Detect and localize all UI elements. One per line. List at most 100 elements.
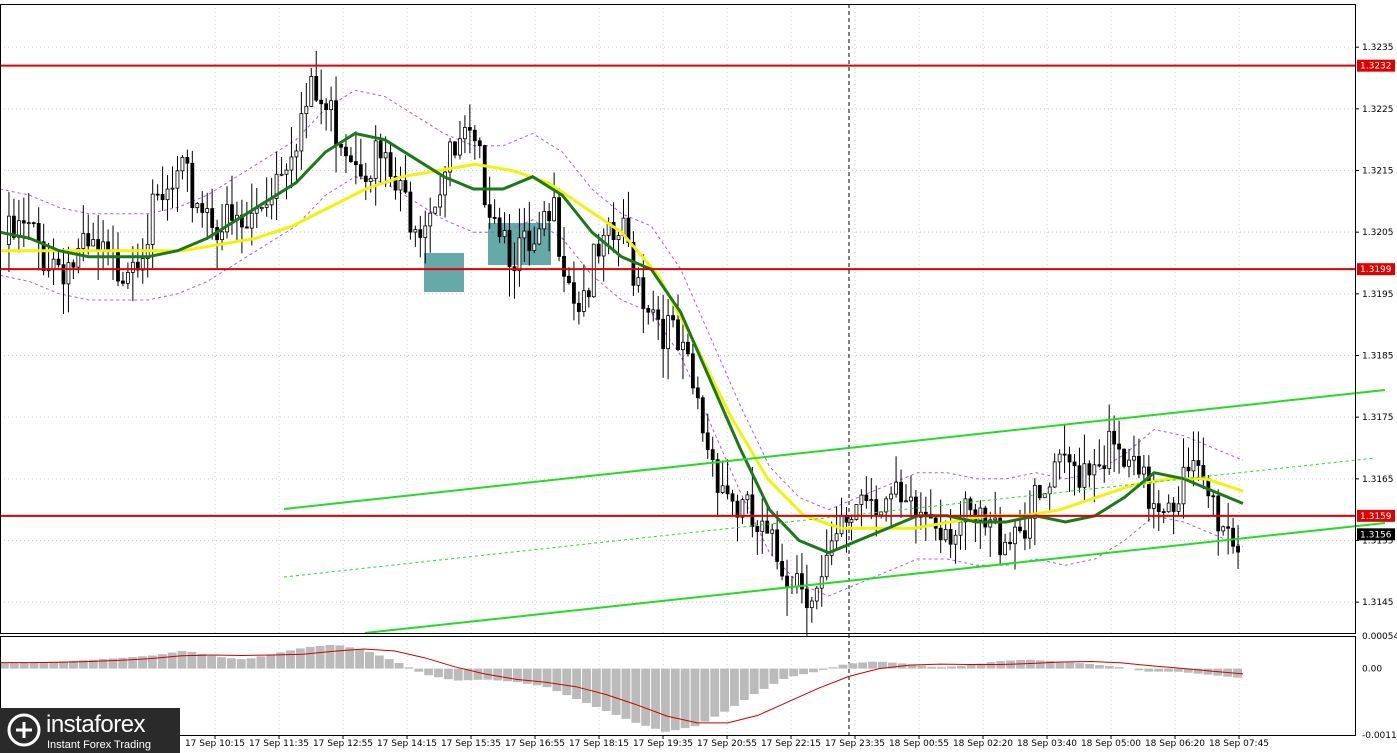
histogram-bar xyxy=(1065,662,1075,669)
histogram-bar xyxy=(78,660,88,669)
candle-body xyxy=(671,315,675,321)
candle-body xyxy=(165,188,170,201)
histogram-bar xyxy=(473,668,483,680)
histogram-bar xyxy=(404,667,414,669)
x-tick-label: 18 Sep 06:20 xyxy=(1145,739,1205,749)
histogram-bar xyxy=(611,668,621,715)
candle-body xyxy=(1042,493,1047,499)
candle-body xyxy=(259,206,264,210)
histogram-bar xyxy=(1134,668,1144,671)
histogram-bar xyxy=(1193,668,1203,674)
x-tick-label: 17 Sep 18:15 xyxy=(569,739,629,749)
histogram-bar xyxy=(631,668,641,723)
histogram-bar xyxy=(207,655,217,669)
candle-body xyxy=(958,521,963,536)
candle-body xyxy=(700,397,705,434)
candle-body xyxy=(418,229,423,238)
candle-body xyxy=(894,481,898,495)
candle-body xyxy=(428,212,433,227)
candle-body xyxy=(423,225,428,238)
candle-body xyxy=(909,496,913,502)
candle-body xyxy=(1176,503,1181,512)
level-price-label: 1.3159 xyxy=(1360,512,1392,522)
candle-body xyxy=(775,529,780,562)
candle-body xyxy=(938,527,943,541)
histogram-bar xyxy=(789,668,799,677)
candle-body xyxy=(611,222,616,241)
candle-body xyxy=(373,140,378,179)
histogram-bar xyxy=(256,656,266,669)
candle-body xyxy=(666,315,671,350)
histogram-bar xyxy=(730,668,739,706)
candle-body xyxy=(522,230,527,239)
candle-body xyxy=(1196,460,1201,466)
candle-body xyxy=(279,173,284,176)
candle-body xyxy=(339,143,343,148)
y-tick-label: 1.3205 xyxy=(1362,228,1394,238)
candle-body xyxy=(403,180,408,193)
histogram-bar xyxy=(217,657,226,669)
histogram-bar xyxy=(759,668,769,689)
candle-body xyxy=(353,161,358,166)
candle-body xyxy=(467,127,472,131)
candle-body xyxy=(126,271,130,284)
histogram-bar xyxy=(88,659,98,669)
candle-body xyxy=(1097,464,1102,467)
candle-body xyxy=(433,206,438,214)
histogram-bar xyxy=(769,668,779,684)
histogram-bar xyxy=(463,668,473,681)
histogram-bar xyxy=(69,660,78,669)
candle-body xyxy=(12,215,16,238)
candle-body xyxy=(765,520,770,534)
candle-body xyxy=(814,587,819,602)
candle-body xyxy=(715,459,720,493)
y-tick-label: 1.3235 xyxy=(1362,43,1394,53)
histogram-bar xyxy=(966,664,976,669)
histogram-bar xyxy=(887,662,897,669)
histogram-bar xyxy=(907,664,917,669)
histogram-bar xyxy=(947,666,956,669)
price-tags: 1.3232 1.3199 1.3159 1.3156 xyxy=(1357,59,1395,541)
candlesticks xyxy=(7,50,1240,636)
candle-body xyxy=(889,493,894,500)
candle-body xyxy=(1161,511,1166,513)
histogram-bar xyxy=(739,668,749,700)
histogram-bar xyxy=(877,661,887,669)
candle-body xyxy=(690,353,695,389)
candle-body xyxy=(329,100,333,111)
level-price-label: 1.3199 xyxy=(1360,265,1392,275)
histogram-bar xyxy=(138,656,147,669)
candle-body xyxy=(601,234,606,257)
histogram-bar xyxy=(828,667,838,669)
candle-body xyxy=(76,248,81,268)
ma-green-line xyxy=(0,131,1244,555)
histogram-bar xyxy=(19,662,29,669)
candle-body xyxy=(576,302,581,312)
histogram-bar xyxy=(414,668,424,672)
candle-body xyxy=(596,243,601,257)
candle-body xyxy=(190,162,195,209)
candle-body xyxy=(438,194,443,208)
level-price-tag xyxy=(1357,263,1395,276)
histogram-bar xyxy=(1154,668,1164,672)
candle-body xyxy=(879,511,884,516)
histogram-bar xyxy=(384,659,394,669)
candle-body xyxy=(681,341,685,350)
candle-body xyxy=(1023,530,1027,539)
histogram-bar xyxy=(443,668,453,680)
histogram-bar xyxy=(1114,667,1124,669)
histogram-bar xyxy=(246,658,256,669)
candle-body xyxy=(413,229,418,233)
logo-tagline: Instant Forex Trading xyxy=(47,739,151,751)
candle-body xyxy=(170,187,175,190)
band-line xyxy=(0,89,1244,511)
candle-body xyxy=(36,223,41,243)
histogram-bar xyxy=(927,666,937,669)
histogram-bar xyxy=(108,658,118,669)
histogram-bar xyxy=(808,668,818,673)
candle-body xyxy=(993,517,998,521)
candle-body xyxy=(740,499,745,518)
candle-body xyxy=(116,249,120,282)
x-tick-label: 17 Sep 22:15 xyxy=(761,739,821,749)
signal-line xyxy=(0,648,1244,724)
